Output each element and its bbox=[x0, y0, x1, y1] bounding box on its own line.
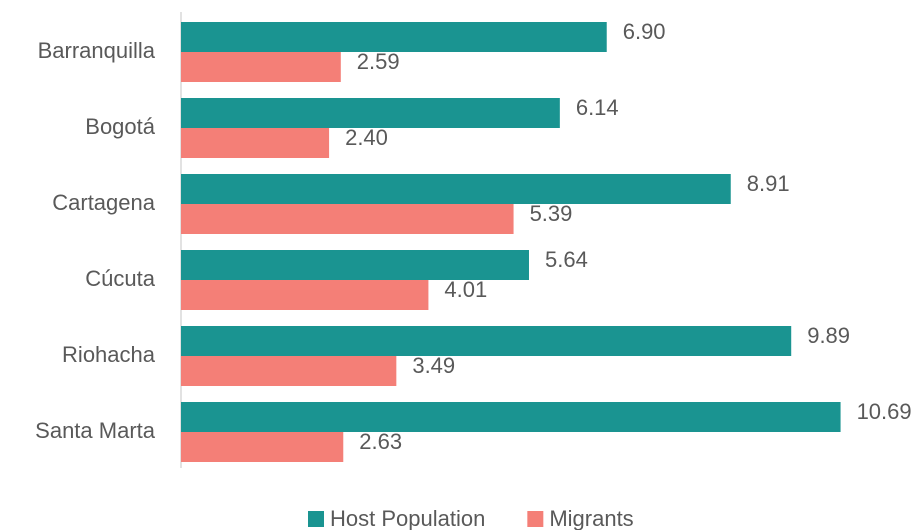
y-tick-label: Cartagena bbox=[52, 190, 156, 215]
legend-swatch bbox=[308, 511, 324, 527]
data-label: 9.89 bbox=[807, 323, 850, 348]
data-label: 10.69 bbox=[857, 399, 912, 424]
data-label: 3.49 bbox=[412, 353, 455, 378]
data-label: 2.63 bbox=[359, 429, 402, 454]
bar bbox=[181, 52, 341, 82]
y-tick-label: Santa Marta bbox=[35, 418, 156, 443]
y-tick-label: Riohacha bbox=[62, 342, 156, 367]
y-tick-label: Cúcuta bbox=[85, 266, 155, 291]
legend-label: Migrants bbox=[549, 506, 633, 530]
y-tick-label: Barranquilla bbox=[38, 38, 156, 63]
data-label: 8.91 bbox=[747, 171, 790, 196]
data-label: 6.14 bbox=[576, 95, 619, 120]
bar bbox=[181, 280, 429, 310]
y-tick-label: Bogotá bbox=[85, 114, 155, 139]
bar bbox=[181, 432, 344, 462]
bar bbox=[181, 174, 731, 204]
bar bbox=[181, 356, 397, 386]
bar bbox=[181, 204, 514, 234]
bar bbox=[181, 402, 841, 432]
legend-label: Host Population bbox=[330, 506, 485, 530]
bar bbox=[181, 250, 529, 280]
bar bbox=[181, 98, 560, 128]
data-label: 5.39 bbox=[530, 201, 573, 226]
data-label: 4.01 bbox=[444, 277, 487, 302]
data-label: 5.64 bbox=[545, 247, 588, 272]
data-label: 2.59 bbox=[357, 49, 400, 74]
data-label: 6.90 bbox=[623, 19, 666, 44]
data-label: 2.40 bbox=[345, 125, 388, 150]
bar bbox=[181, 128, 330, 158]
bar bbox=[181, 22, 607, 52]
legend-swatch bbox=[527, 511, 544, 527]
bar bbox=[181, 326, 792, 356]
